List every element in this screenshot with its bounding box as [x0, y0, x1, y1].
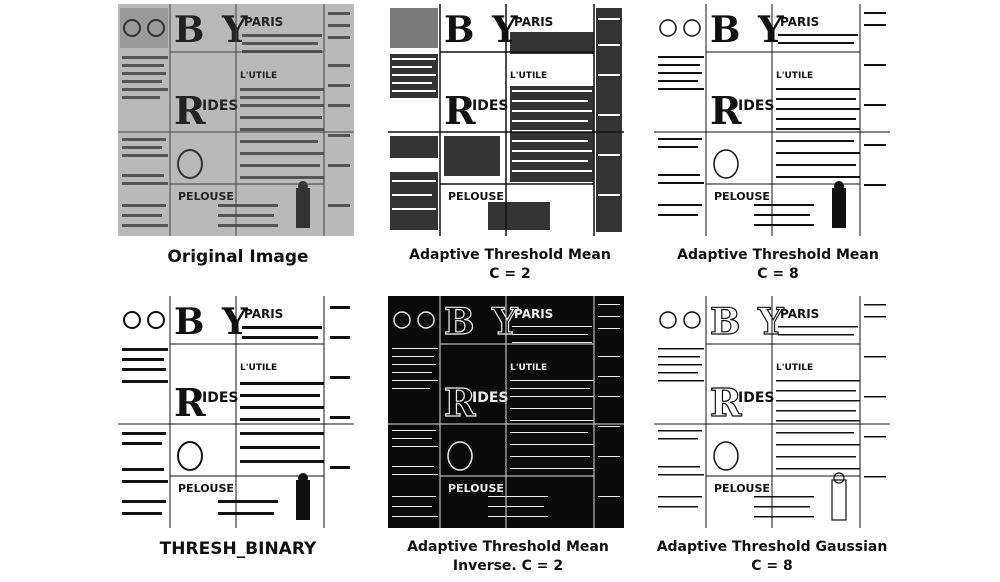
svg-text:R: R [174, 380, 206, 425]
svg-text:PARIS: PARIS [514, 15, 553, 29]
svg-text:IDES: IDES [738, 98, 774, 114]
caption-line2: C = 8 [757, 266, 799, 282]
svg-text:PARIS: PARIS [514, 307, 553, 321]
svg-text:B: B [710, 301, 740, 343]
newspaper-gaussian-illustration: B Y PARIS R IDES PELOUSE L'UTILE [654, 296, 890, 528]
newspaper-inverse-illustration: B Y PARIS R IDES PELOUSE L'UTILE [388, 296, 624, 528]
caption-line2: Inverse. C = 2 [452, 558, 564, 574]
original-image: B Y PARIS R IDES PELOUSE L'UTILE [118, 4, 354, 236]
svg-text:PARIS: PARIS [244, 15, 283, 29]
thresh-binary-image: B Y PARIS R IDES PELOUSE L'UTILE [118, 296, 354, 528]
caption-adaptive-gaussian-c8: Adaptive Threshold Gaussian C = 8 [622, 538, 922, 576]
adaptive-mean-c8-image: B Y PARIS R IDES PELOUSE L'UTILE [654, 4, 890, 236]
adaptive-mean-inverse-c2-image: B Y PARIS R IDES PELOUSE L'UTILE [388, 296, 624, 528]
svg-text:IDES: IDES [472, 390, 508, 406]
svg-text:R: R [174, 88, 206, 133]
svg-text:PELOUSE: PELOUSE [714, 190, 770, 203]
caption-line1: Original Image [167, 247, 309, 267]
adaptive-gaussian-c8-image: B Y PARIS R IDES PELOUSE L'UTILE [654, 296, 890, 528]
svg-text:B: B [174, 9, 204, 51]
caption-line1: THRESH_BINARY [159, 539, 317, 559]
svg-text:B: B [710, 9, 740, 51]
caption-adaptive-mean-inverse-c2: Adaptive Threshold Mean Inverse. C = 2 [358, 538, 658, 576]
svg-text:PARIS: PARIS [780, 307, 819, 321]
caption-original: Original Image [88, 248, 388, 267]
caption-adaptive-mean-c2: Adaptive Threshold Mean C = 2 [360, 246, 660, 284]
svg-text:L'UTILE: L'UTILE [776, 71, 813, 81]
caption-adaptive-mean-c8: Adaptive Threshold Mean C = 8 [628, 246, 928, 284]
newspaper-binary-illustration: B Y PARIS R IDES PELOUSE L'UTILE [118, 296, 354, 528]
caption-line2: C = 8 [751, 558, 793, 574]
svg-text:R: R [444, 380, 476, 425]
svg-text:R: R [710, 380, 742, 425]
svg-text:B: B [444, 301, 474, 343]
svg-text:B: B [174, 301, 204, 343]
caption-line1: Adaptive Threshold Gaussian [656, 539, 888, 555]
svg-text:R: R [444, 88, 476, 133]
svg-text:PELOUSE: PELOUSE [178, 482, 234, 495]
newspaper-busy-illustration: B Y PARIS R IDES PELOUSE L'UTILE [388, 4, 624, 236]
caption-line1: Adaptive Threshold Mean [407, 539, 609, 555]
svg-text:IDES: IDES [202, 390, 238, 406]
svg-text:R: R [710, 88, 742, 133]
svg-text:B: B [444, 9, 474, 51]
svg-text:IDES: IDES [738, 390, 774, 406]
svg-text:IDES: IDES [472, 98, 508, 114]
svg-text:L'UTILE: L'UTILE [510, 71, 547, 81]
svg-text:L'UTILE: L'UTILE [240, 71, 277, 81]
svg-text:PELOUSE: PELOUSE [178, 190, 234, 203]
svg-text:Y: Y [757, 301, 785, 343]
svg-text:IDES: IDES [202, 98, 238, 114]
svg-text:L'UTILE: L'UTILE [776, 363, 813, 373]
svg-text:PARIS: PARIS [244, 307, 283, 321]
caption-line2: C = 2 [489, 266, 531, 282]
svg-text:L'UTILE: L'UTILE [510, 363, 547, 373]
newspaper-clean-illustration: B Y PARIS R IDES PELOUSE L'UTILE [654, 4, 890, 236]
svg-text:Y: Y [491, 301, 519, 343]
svg-text:PELOUSE: PELOUSE [448, 190, 504, 203]
caption-line1: Adaptive Threshold Mean [409, 247, 611, 263]
newspaper-gray-illustration: B Y PARIS R IDES PELOUSE L'UTILE [118, 4, 354, 236]
caption-line1: Adaptive Threshold Mean [677, 247, 879, 263]
svg-text:PELOUSE: PELOUSE [714, 482, 770, 495]
adaptive-mean-c2-image: B Y PARIS R IDES PELOUSE L'UTILE [388, 4, 624, 236]
caption-thresh-binary: THRESH_BINARY [88, 540, 388, 559]
svg-text:PARIS: PARIS [780, 15, 819, 29]
svg-text:PELOUSE: PELOUSE [448, 482, 504, 495]
svg-text:L'UTILE: L'UTILE [240, 363, 277, 373]
